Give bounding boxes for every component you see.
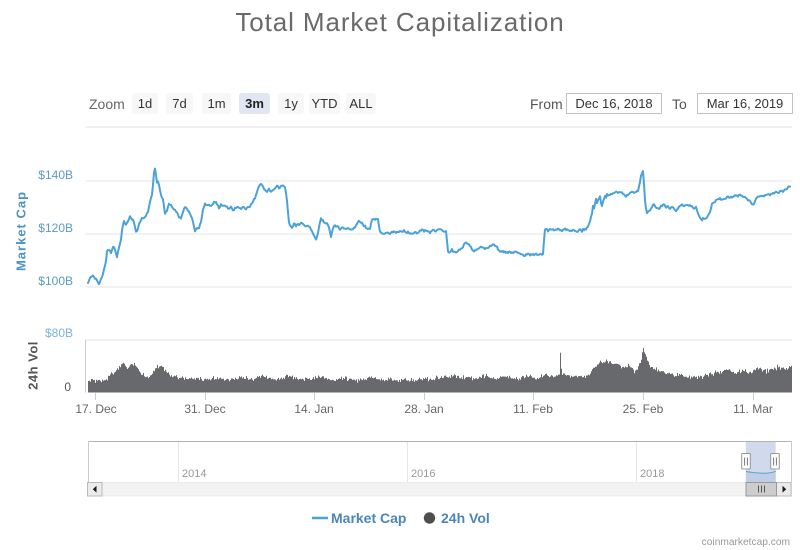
- svg-text:Market Cap: Market Cap: [14, 191, 29, 271]
- svg-text:24h Vol: 24h Vol: [441, 510, 490, 526]
- svg-text:24h Vol: 24h Vol: [26, 341, 41, 390]
- svg-text:2018: 2018: [640, 468, 664, 480]
- svg-text:28. Jan: 28. Jan: [404, 402, 443, 416]
- svg-text:17. Dec: 17. Dec: [75, 402, 116, 416]
- svg-text:coinmarketcap.com: coinmarketcap.com: [702, 537, 790, 548]
- svg-text:11. Mar: 11. Mar: [733, 402, 773, 416]
- svg-text:25. Feb: 25. Feb: [623, 402, 664, 416]
- svg-text:$140B: $140B: [38, 168, 73, 182]
- svg-text:2014: 2014: [182, 468, 206, 480]
- svg-text:$120B: $120B: [38, 221, 73, 235]
- svg-text:31. Dec: 31. Dec: [184, 402, 225, 416]
- svg-text:11. Feb: 11. Feb: [513, 402, 553, 416]
- svg-text:14. Jan: 14. Jan: [294, 402, 333, 416]
- svg-text:2016: 2016: [411, 468, 435, 480]
- svg-text:$100B: $100B: [38, 274, 73, 288]
- svg-text:Market Cap: Market Cap: [331, 510, 406, 526]
- svg-text:0: 0: [64, 380, 71, 394]
- svg-text:$80B: $80B: [45, 326, 73, 340]
